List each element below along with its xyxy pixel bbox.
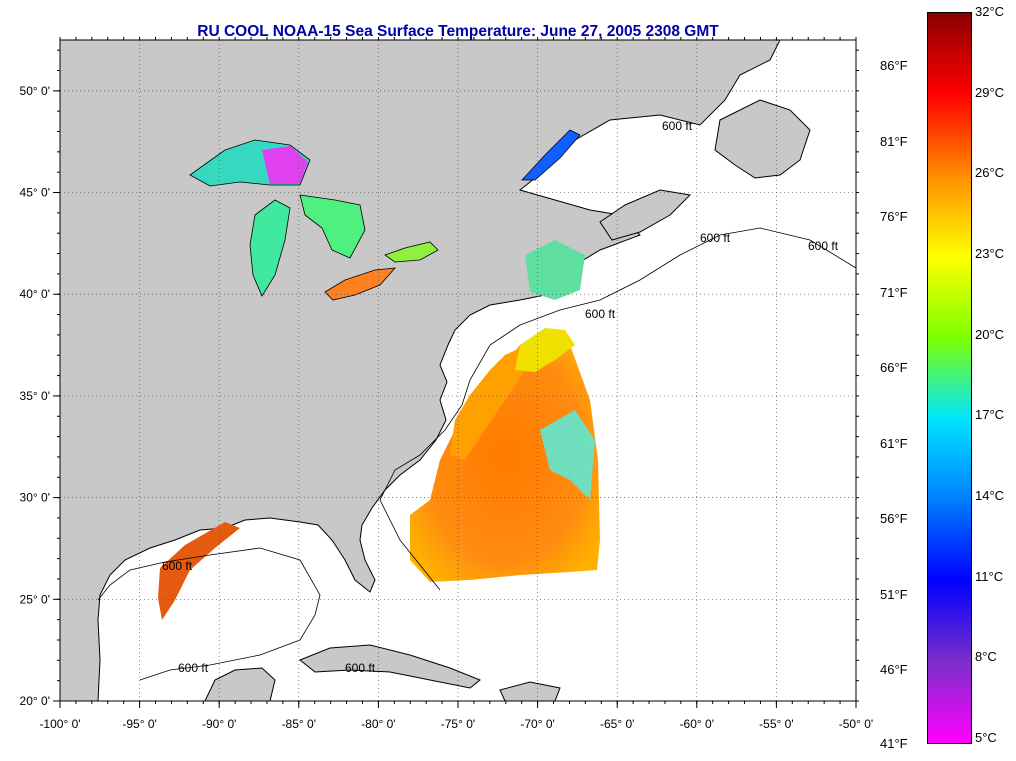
celsius-label: 17°C [975, 407, 1005, 423]
lon-tick-label: -95° 0' [122, 717, 156, 731]
depth-label: 600 ft [585, 307, 616, 321]
lat-tick-label: 20° 0' [20, 694, 50, 708]
celsius-label: 11°C [975, 568, 1004, 584]
depth-label: 600 ft [178, 661, 209, 675]
lon-tick-label: -75° 0' [441, 717, 475, 731]
lat-tick-label: 30° 0' [20, 491, 50, 505]
lon-tick-label: -90° 0' [202, 717, 236, 731]
sst-patch-gulf-of-mexico [158, 522, 240, 620]
temperature-colorbar [927, 12, 972, 744]
sst-swath-slope-cool [515, 328, 575, 372]
fahrenheit-label: 76°F [880, 209, 908, 224]
lat-tick-label: 50° 0' [20, 84, 50, 98]
lake-erie [324, 267, 396, 301]
sst-swath-gulfstream [410, 330, 600, 582]
lon-tick-label: -100° 0' [39, 717, 80, 731]
fahrenheit-label: 61°F [880, 435, 908, 451]
lake-superior-cold [262, 146, 308, 184]
depth-label: 600 ft [162, 559, 193, 573]
fahrenheit-label: 41°F [880, 736, 908, 751]
celsius-label: 23°C [975, 246, 1005, 261]
fahrenheit-label: 51°F [880, 586, 908, 602]
celsius-label: 14°C [975, 488, 1005, 503]
isobath-contour-gulf [97, 547, 321, 681]
depth-label: 600 ft [700, 231, 731, 245]
lat-tick-label: 40° 0' [20, 287, 50, 301]
celsius-label: 32°C [975, 4, 1005, 19]
land-newfoundland [714, 99, 811, 179]
lake-ontario [384, 241, 439, 263]
land-cuba [299, 644, 481, 689]
lat-tick-label: 25° 0' [20, 592, 50, 606]
lat-tick-label: 35° 0' [20, 389, 50, 403]
fahrenheit-label: 46°F [880, 662, 908, 677]
celsius-label: 20°C [975, 326, 1005, 342]
longitude-axis: -100° 0' -95° 0' -90° 0' -85° 0' -80° 0' -75°… [39, 717, 873, 731]
fahrenheit-label: 86°F [880, 58, 908, 73]
lon-tick-label: -70° 0' [520, 717, 554, 731]
lake-michigan [249, 199, 291, 297]
lon-tick-label: -65° 0' [600, 717, 634, 731]
celsius-label: 26°C [975, 165, 1005, 181]
land-nova-scotia [599, 189, 692, 241]
axis-ticks [53, 37, 859, 708]
fahrenheit-label: 66°F [880, 360, 908, 375]
lon-tick-label: -80° 0' [361, 717, 395, 731]
fahrenheit-label: 81°F [880, 133, 908, 149]
isobath-contour-atlantic [379, 227, 856, 591]
lon-tick-label: -50° 0' [839, 717, 873, 731]
lon-tick-label: -85° 0' [282, 717, 316, 731]
fahrenheit-label: 56°F [880, 511, 908, 526]
lon-tick-label: -55° 0' [759, 717, 793, 731]
land-hispaniola [499, 681, 561, 701]
latitude-axis: 20° 0' 25° 0' 30° 0' 35° 0' 40° 0' 45° 0' 50° … [20, 84, 50, 708]
graticule [60, 40, 856, 701]
depth-label: 600 ft [662, 119, 693, 133]
st-lawrence-estuary [521, 129, 581, 181]
celsius-label: 5°C [975, 730, 997, 745]
celsius-label: 29°C [975, 84, 1005, 100]
sst-patch-shelf-cool [540, 410, 595, 500]
lake-huron [299, 194, 366, 259]
map-title: RU COOL NOAA-15 Sea Surface Temperature:… [197, 23, 719, 40]
lon-tick-label: -60° 0' [680, 717, 714, 731]
sst-patch-gulf-of-maine [525, 240, 585, 300]
celsius-label: 8°C [975, 649, 997, 665]
fahrenheit-label: 71°F [880, 284, 908, 300]
lat-tick-label: 45° 0' [20, 186, 50, 200]
depth-label: 600 ft [345, 661, 376, 675]
depth-label: 600 ft [808, 239, 839, 253]
land-yucatan [204, 667, 276, 701]
